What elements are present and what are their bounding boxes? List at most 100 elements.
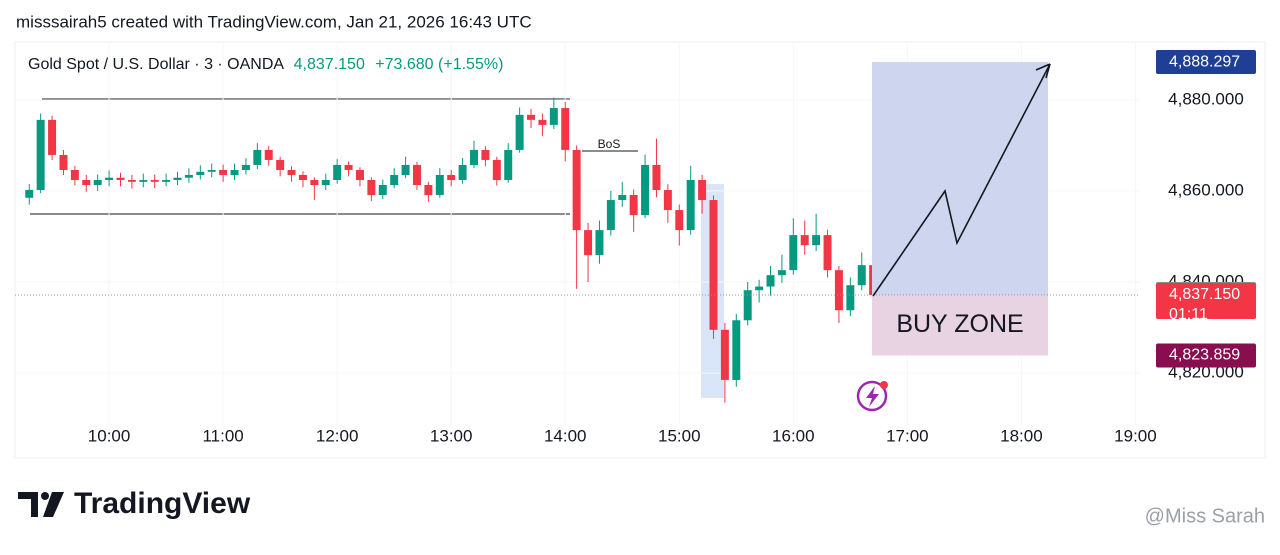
candle-body (173, 177, 182, 180)
countdown: 01:11 (1169, 306, 1208, 323)
price-label: 4,823.859 (1169, 347, 1240, 364)
candle-body (48, 119, 57, 155)
candle-body (59, 154, 68, 170)
candle-body (834, 270, 843, 311)
target-zone (872, 62, 1048, 295)
candle-body (812, 235, 821, 246)
brand-logo (18, 492, 64, 517)
candle-body (698, 179, 707, 201)
x-tick-label: 18:00 (1000, 426, 1043, 445)
x-tick-label: 16:00 (772, 426, 815, 445)
candle-body (162, 179, 171, 182)
candle-body (127, 179, 136, 182)
candle-body (572, 149, 581, 231)
x-tick-label: 17:00 (886, 426, 929, 445)
candle-body (287, 169, 296, 175)
candle-body (25, 190, 34, 198)
legend: Gold Spot / U.S. Dollar · 3 · OANDA 4,83… (28, 56, 503, 73)
candle-body (105, 177, 114, 180)
x-tick-label: 19:00 (1114, 426, 1157, 445)
candle-body (800, 235, 809, 246)
candle-body (230, 169, 239, 175)
candle-body (561, 108, 570, 150)
x-tick-label: 14:00 (544, 426, 587, 445)
candle-body (196, 171, 205, 175)
candle-body (435, 174, 444, 196)
price-label: 4,837.150 (1169, 286, 1240, 303)
candle-body (492, 159, 501, 180)
buy-zone (872, 294, 1048, 356)
chart-frame (14, 41, 1266, 459)
projection-arrow (872, 63, 1051, 297)
candle-body (401, 164, 410, 175)
arrow-head (1035, 63, 1051, 79)
candle-body (766, 275, 775, 287)
candle-body (116, 177, 125, 180)
buy-zone-label: BUY ZONE (896, 310, 1023, 338)
x-tick-label: 11:00 (202, 426, 243, 445)
candle-body (321, 179, 330, 185)
candle-body (652, 164, 661, 191)
watermark: @Miss Sarah (1145, 505, 1265, 527)
candle-body (253, 149, 262, 165)
candle-body (686, 179, 695, 231)
candle-body (641, 164, 650, 216)
price-label: 4,888.297 (1169, 53, 1240, 70)
candle-body (298, 174, 307, 180)
x-tick-label: 10:00 (88, 426, 131, 445)
candle-body (310, 179, 319, 185)
candle-body (344, 164, 353, 170)
x-tick-label: 15:00 (658, 426, 701, 445)
candle-body (150, 179, 159, 182)
y-tick-label: 4,880.000 (1168, 89, 1244, 108)
candle-body (355, 169, 364, 180)
candle-body (93, 179, 102, 185)
candle-body (675, 210, 684, 231)
candle-body (732, 320, 741, 380)
candle-body (663, 190, 672, 211)
candle-body (823, 235, 832, 271)
candle-body (618, 195, 627, 201)
brand-name: TradingView (74, 487, 251, 520)
candle-body (527, 114, 536, 120)
candle-body (709, 200, 718, 330)
bos-label: BoS (598, 137, 621, 151)
overlay: 10:00 11:00 12:00 13:00 14:00 15:00 16:00 17:00… (88, 50, 1256, 445)
candle-body (584, 230, 593, 256)
x-tick-label: 12:00 (316, 426, 359, 445)
candle-body (36, 119, 45, 191)
candle-body (82, 179, 91, 185)
price-change: +73.680 (+1.55%) (375, 56, 503, 73)
candle-body (390, 174, 399, 185)
candle-body (207, 169, 216, 172)
candle-body (367, 179, 376, 196)
candle-body (264, 149, 273, 160)
candle-body (743, 290, 752, 321)
candle-body (276, 159, 285, 170)
candle-body (538, 119, 547, 125)
candle-body (720, 329, 729, 380)
last-price: 4,837.150 (294, 56, 365, 73)
candle-body (777, 270, 786, 276)
candle-body (789, 235, 798, 271)
candle-body (447, 174, 456, 180)
plot: BUY ZONE (15, 42, 1140, 425)
candle-body (378, 184, 387, 196)
candle-body (458, 164, 467, 180)
candle-body (504, 149, 513, 180)
price-label-box (1156, 343, 1256, 368)
candle-body (606, 200, 615, 231)
candle-body (139, 179, 148, 182)
price-label-box (1156, 282, 1256, 319)
candle-body (333, 164, 342, 180)
alert-icon (856, 380, 888, 412)
candle-body (595, 230, 604, 256)
candle-body (515, 114, 524, 150)
candle-body (219, 169, 228, 175)
candle-body (629, 195, 638, 216)
price-label-box (1156, 50, 1256, 75)
candle-body (424, 184, 433, 196)
candle-body (241, 164, 250, 170)
